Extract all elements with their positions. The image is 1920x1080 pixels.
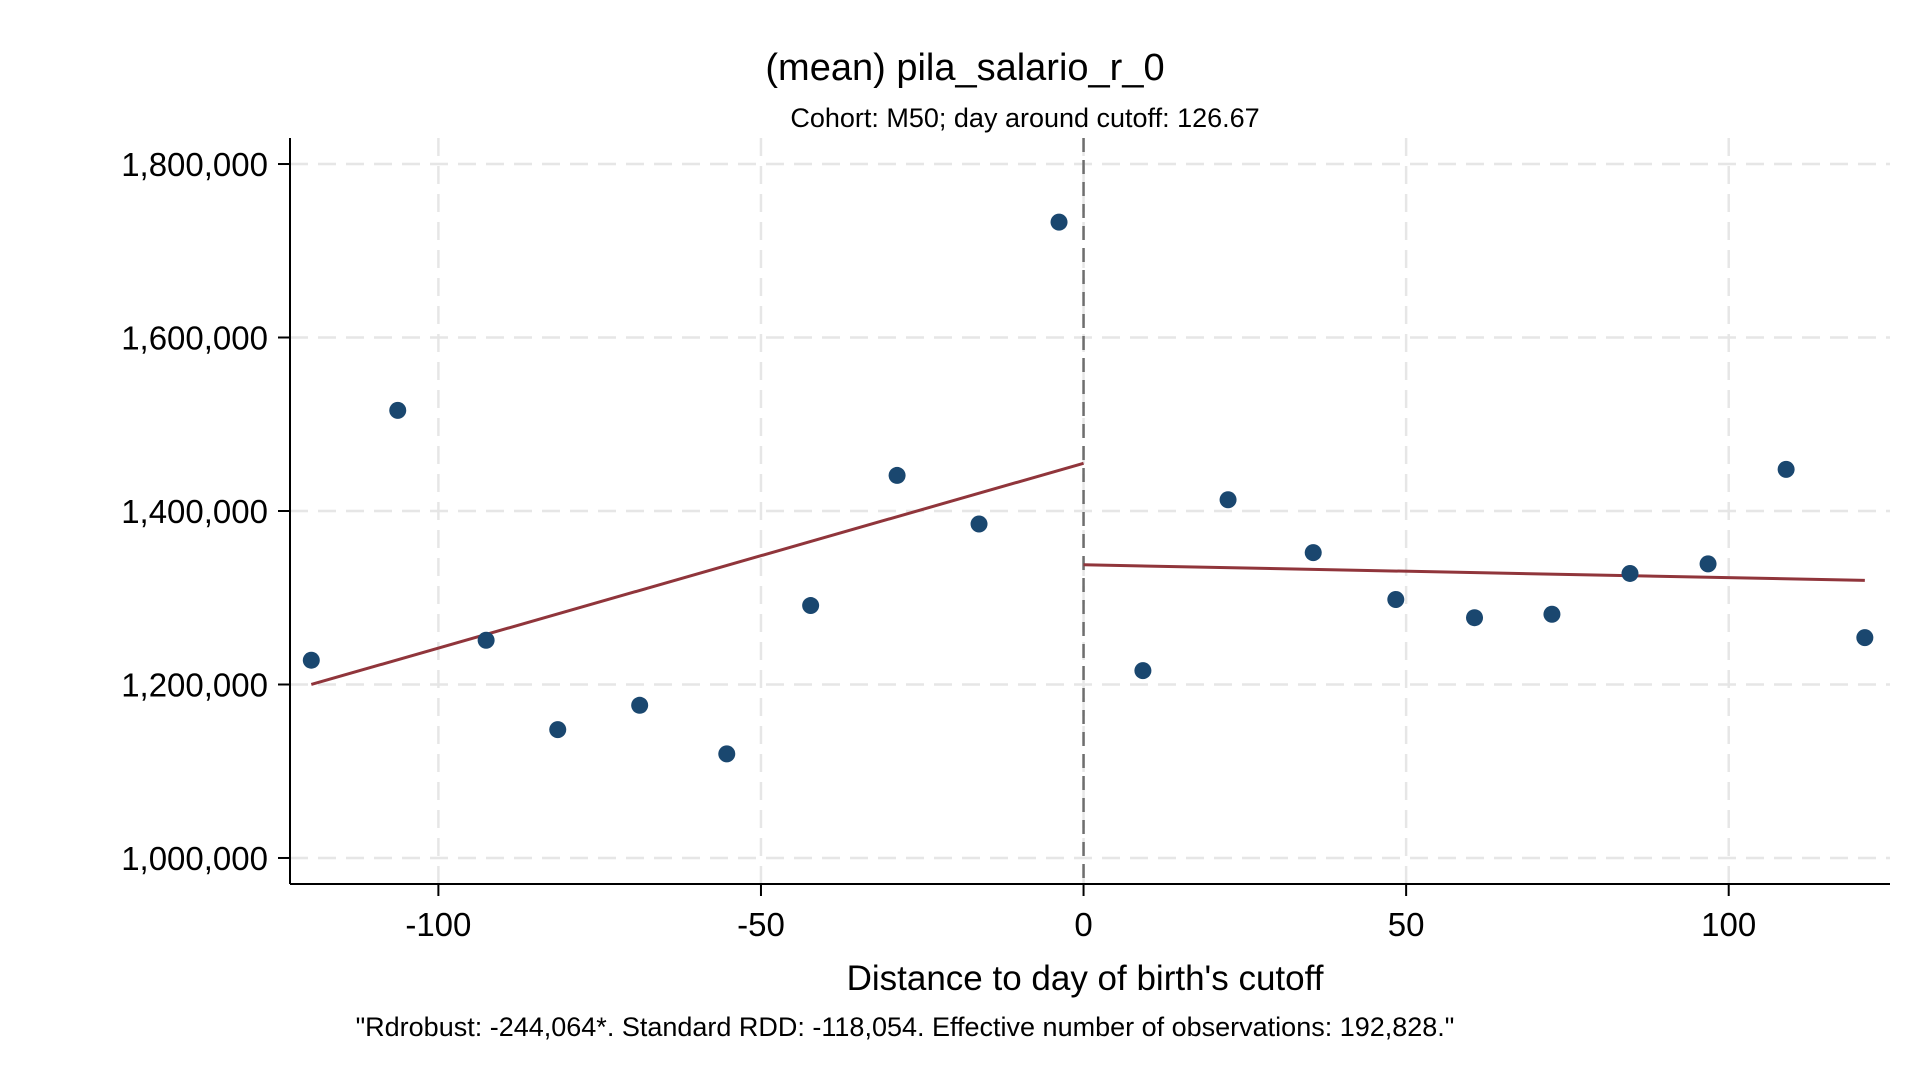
data-point-4	[631, 696, 649, 714]
data-point-0	[302, 651, 320, 669]
x-tick-label-2: 0	[1074, 906, 1092, 943]
chart-note: "Rdrobust: -244,064*. Standard RDD: -118…	[356, 1012, 1455, 1042]
y-axis-ticks: 1,000,000 1,200,000 1,400,000 1,600,000 1,80…	[121, 146, 290, 877]
fit-line-0	[310, 461, 1084, 686]
data-point-6	[802, 597, 820, 615]
data-point-18	[1777, 460, 1795, 478]
y-tick-label-1: 1,200,000	[121, 666, 268, 703]
data-point-17	[1699, 555, 1717, 573]
data-point-8	[970, 515, 988, 533]
data-point-16	[1621, 564, 1639, 582]
data-point-19	[1856, 629, 1874, 647]
data-point-13	[1387, 590, 1405, 608]
data-point-9	[1050, 213, 1068, 231]
data-points	[302, 213, 1874, 763]
x-tick-label-1: -50	[737, 906, 785, 943]
data-point-3	[549, 721, 567, 739]
chart-subtitle: Cohort: M50; day around cutoff: 126.67	[790, 103, 1259, 133]
data-point-14	[1466, 609, 1484, 627]
data-point-2	[477, 631, 495, 649]
gridlines	[290, 138, 1890, 884]
data-point-12	[1304, 544, 1322, 562]
fit-line-1	[1083, 563, 1865, 582]
x-axis-label: Distance to day of birth's cutoff	[847, 959, 1324, 998]
y-tick-label-0: 1,000,000	[121, 840, 268, 877]
fit-lines	[310, 461, 1865, 686]
chart-title: (mean) pila_salario_r_0	[765, 47, 1164, 89]
data-point-7	[888, 466, 906, 484]
y-tick-label-4: 1,800,000	[121, 146, 268, 183]
x-tick-label-4: 100	[1701, 906, 1756, 943]
x-tick-label-0: -100	[405, 906, 471, 943]
data-point-10	[1134, 662, 1152, 680]
data-point-15	[1543, 605, 1561, 623]
y-tick-label-3: 1,600,000	[121, 320, 268, 357]
y-tick-label-2: 1,400,000	[121, 493, 268, 530]
data-point-5	[718, 745, 736, 763]
x-tick-label-3: 50	[1388, 906, 1425, 943]
x-axis-ticks: -100 -50 0 50 100	[405, 884, 1756, 943]
data-point-11	[1219, 491, 1237, 509]
data-point-1	[389, 401, 407, 419]
